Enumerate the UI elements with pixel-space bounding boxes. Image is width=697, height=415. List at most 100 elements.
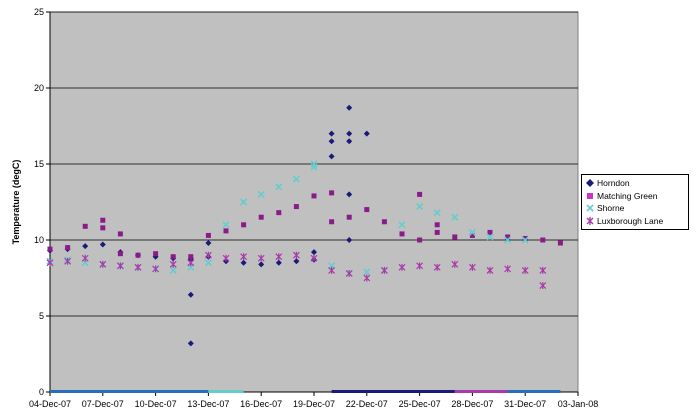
data-point-luxborough-lane bbox=[398, 263, 406, 271]
y-tick-label: 10 bbox=[34, 235, 44, 245]
x-tick-label: 31-Dec-07 bbox=[504, 399, 546, 409]
data-point-horndon bbox=[328, 153, 335, 160]
data-point-luxborough-lane bbox=[345, 269, 353, 277]
data-point-matching-green bbox=[505, 234, 511, 240]
star-marker-icon bbox=[586, 216, 594, 225]
data-point-matching-green bbox=[188, 254, 194, 260]
data-point-matching-green bbox=[65, 245, 71, 251]
data-point-horndon bbox=[346, 191, 353, 198]
baseline-band bbox=[507, 390, 561, 393]
data-point-matching-green bbox=[434, 229, 440, 235]
baseline-band bbox=[208, 390, 244, 393]
data-point-horndon bbox=[346, 237, 353, 243]
data-point-horndon bbox=[258, 261, 265, 268]
data-point-luxborough-lane bbox=[416, 262, 424, 270]
data-point-luxborough-lane bbox=[521, 266, 529, 274]
legend-item-shorne: Shorne bbox=[585, 202, 685, 215]
data-point-luxborough-lane bbox=[169, 260, 177, 268]
data-point-matching-green bbox=[293, 204, 299, 210]
data-point-shorne bbox=[169, 266, 177, 274]
data-point-luxborough-lane bbox=[152, 265, 160, 273]
data-point-matching-green bbox=[346, 214, 352, 220]
data-point-luxborough-lane bbox=[328, 266, 336, 274]
data-point-luxborough-lane bbox=[99, 260, 107, 268]
data-point-matching-green bbox=[434, 222, 440, 228]
data-point-shorne bbox=[504, 236, 512, 244]
data-point-horndon bbox=[187, 291, 194, 298]
data-point-matching-green bbox=[469, 232, 475, 238]
data-point-shorne bbox=[275, 183, 283, 191]
data-point-luxborough-lane bbox=[539, 266, 547, 274]
data-point-luxborough-lane bbox=[64, 257, 72, 265]
data-point-shorne bbox=[451, 213, 459, 221]
data-point-horndon bbox=[275, 259, 282, 266]
data-point-matching-green bbox=[241, 222, 247, 228]
data-point-matching-green bbox=[417, 191, 423, 197]
data-point-matching-green bbox=[135, 252, 141, 258]
gridlines bbox=[50, 11, 578, 317]
data-point-matching-green bbox=[364, 207, 370, 213]
baseline-band bbox=[331, 390, 455, 393]
data-point-matching-green bbox=[311, 193, 317, 199]
data-point-matching-green bbox=[205, 232, 211, 238]
data-point-matching-green bbox=[557, 240, 563, 246]
legend-item-horndon: Horndon bbox=[585, 177, 685, 190]
x-axis: 04-Dec-07 07-Dec-07 10-Dec-07 13-Dec-07 16-D… bbox=[29, 391, 599, 409]
data-points bbox=[46, 104, 563, 347]
data-point-horndon bbox=[346, 104, 353, 111]
diamond-marker-icon bbox=[586, 179, 594, 188]
data-point-horndon bbox=[205, 240, 212, 247]
data-point-luxborough-lane bbox=[451, 260, 459, 268]
x-marker-icon bbox=[586, 204, 594, 212]
data-point-horndon bbox=[311, 249, 317, 256]
legend-label: Matching Green bbox=[597, 190, 658, 201]
y-tick-label: 25 bbox=[34, 7, 44, 17]
data-point-horndon bbox=[293, 258, 300, 265]
data-point-luxborough-lane bbox=[46, 259, 54, 267]
data-point-horndon bbox=[346, 138, 353, 145]
x-tick-label: 10-Dec-07 bbox=[135, 399, 177, 409]
data-point-matching-green bbox=[452, 234, 458, 240]
data-point-horndon bbox=[99, 241, 106, 248]
data-point-luxborough-lane bbox=[116, 262, 124, 270]
data-point-matching-green bbox=[170, 254, 176, 260]
data-point-matching-green bbox=[487, 229, 493, 235]
x-tick-label: 25-Dec-07 bbox=[399, 399, 441, 409]
data-point-luxborough-lane bbox=[363, 274, 371, 282]
data-point-horndon bbox=[240, 259, 247, 266]
data-point-shorne bbox=[310, 160, 318, 168]
data-point-matching-green bbox=[100, 225, 106, 231]
x-tick-label: 07-Dec-07 bbox=[82, 399, 124, 409]
data-point-shorne bbox=[363, 268, 371, 276]
data-point-matching-green bbox=[329, 190, 335, 196]
data-point-luxborough-lane bbox=[204, 251, 212, 259]
data-point-shorne bbox=[521, 236, 529, 244]
data-point-horndon bbox=[82, 243, 89, 250]
data-point-matching-green bbox=[100, 217, 106, 223]
x-tick-label: 28-Dec-07 bbox=[451, 399, 493, 409]
x-tick-label: 16-Dec-07 bbox=[240, 399, 282, 409]
data-point-luxborough-lane bbox=[310, 254, 318, 262]
data-point-matching-green bbox=[223, 228, 229, 234]
data-point-luxborough-lane bbox=[292, 251, 300, 259]
baseline-band bbox=[50, 390, 209, 393]
data-point-shorne bbox=[416, 202, 424, 211]
y-tick-label: 0 bbox=[39, 387, 44, 397]
legend: Horndon Matching Green Shorne Luxborough… bbox=[581, 174, 689, 230]
data-point-matching-green bbox=[153, 251, 159, 257]
data-point-shorne bbox=[222, 221, 230, 229]
data-point-matching-green bbox=[329, 219, 335, 225]
data-point-luxborough-lane bbox=[539, 282, 547, 290]
data-point-shorne bbox=[292, 175, 300, 183]
x-tick-label: 03-Jan-08 bbox=[558, 399, 599, 409]
data-point-matching-green bbox=[381, 219, 387, 225]
data-point-matching-green bbox=[540, 237, 546, 243]
legend-label: Horndon bbox=[597, 178, 630, 189]
data-point-luxborough-lane bbox=[504, 265, 512, 273]
data-point-shorne bbox=[240, 198, 248, 206]
y-axis-label: Temperature (degC) bbox=[11, 160, 21, 245]
legend-item-matching-green: Matching Green bbox=[585, 190, 685, 203]
data-point-luxborough-lane bbox=[468, 263, 476, 271]
data-point-luxborough-lane bbox=[433, 263, 441, 271]
legend-label: Shorne bbox=[597, 203, 625, 214]
